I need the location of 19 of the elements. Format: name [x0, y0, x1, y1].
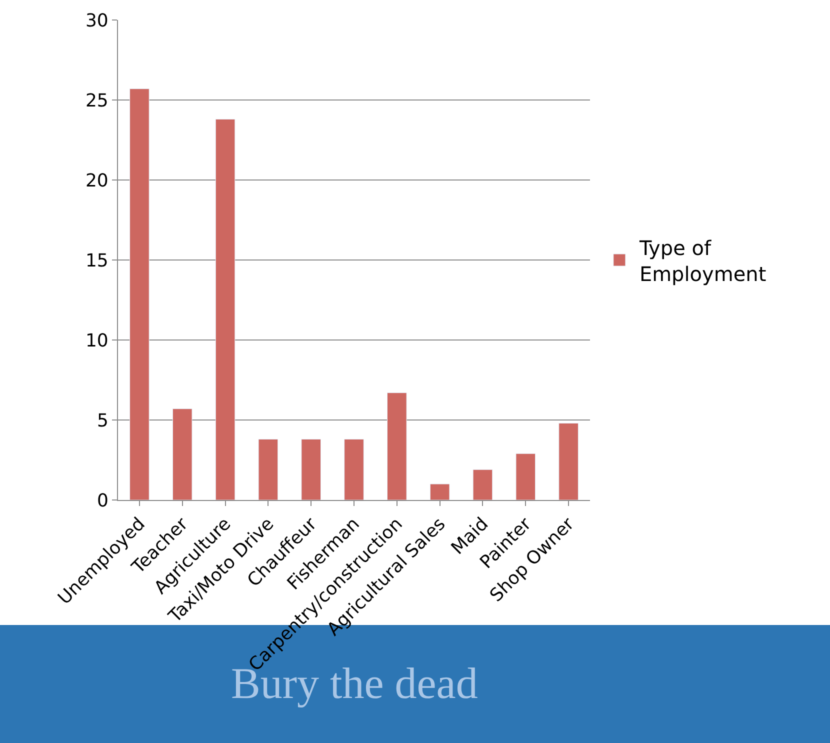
bar [258, 438, 278, 500]
bar [344, 438, 364, 500]
y-tick-label: 15 [85, 250, 108, 272]
bar [387, 392, 407, 500]
bar [301, 438, 321, 500]
bar [558, 422, 578, 500]
y-tick-label: 0 [96, 490, 108, 512]
bar [516, 453, 536, 500]
y-tick-label: 30 [85, 10, 108, 32]
bar [472, 469, 493, 500]
y-tick-label: 25 [85, 90, 108, 112]
bar [430, 484, 450, 500]
bar [172, 408, 192, 500]
bar [130, 88, 150, 500]
y-tick-label: 20 [85, 170, 108, 192]
legend-label: Type of Employment [638, 236, 766, 286]
y-tick-label: 5 [96, 410, 108, 432]
y-tick-label: 10 [85, 330, 108, 352]
bar [215, 118, 236, 500]
